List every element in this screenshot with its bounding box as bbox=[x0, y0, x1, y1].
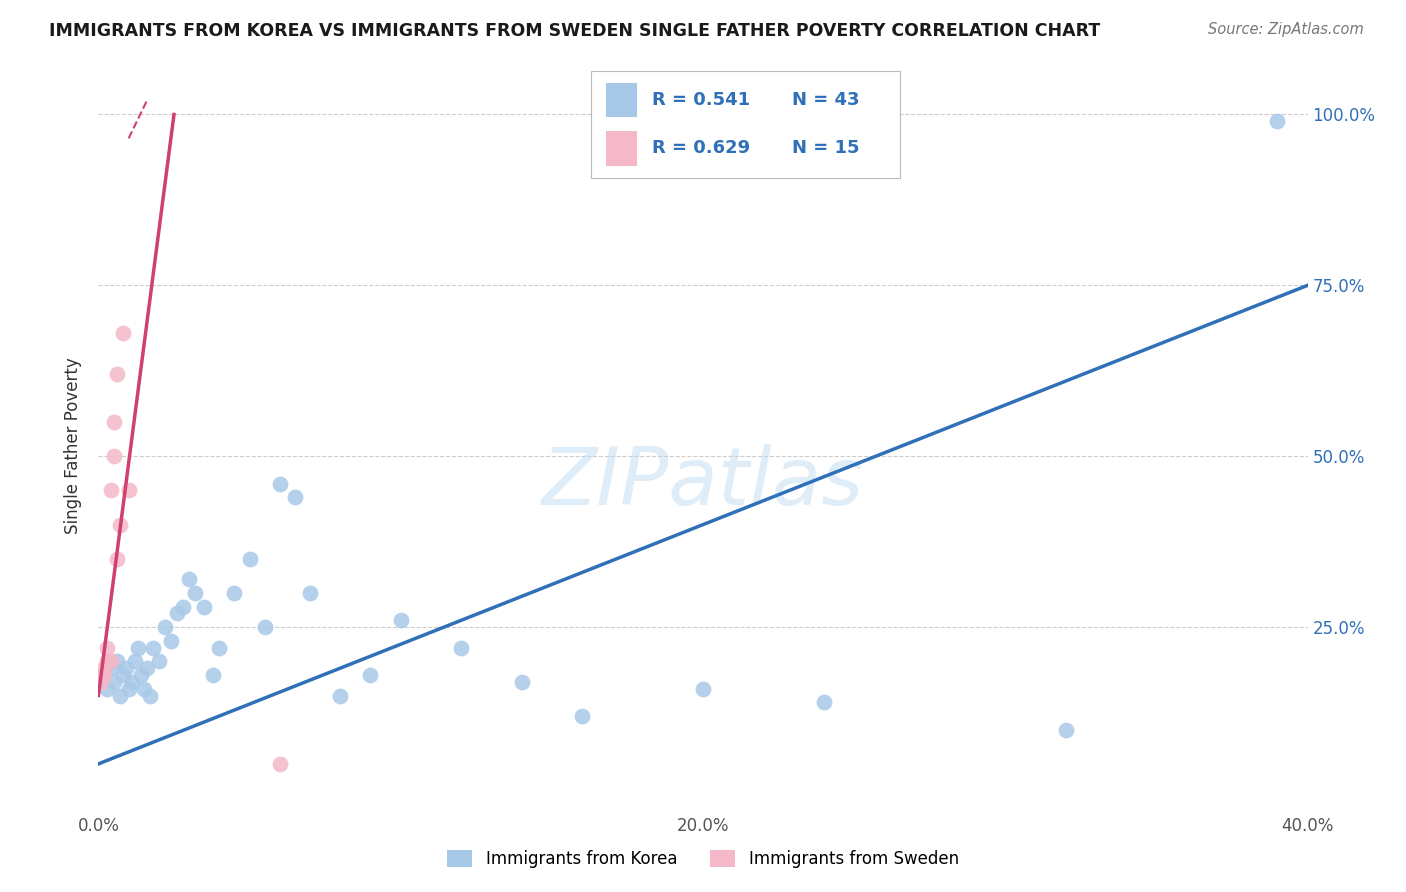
FancyBboxPatch shape bbox=[591, 71, 900, 178]
Point bbox=[105, 368, 128, 382]
Point bbox=[692, 681, 714, 696]
Point bbox=[142, 640, 165, 655]
Point bbox=[129, 668, 152, 682]
Point bbox=[160, 633, 183, 648]
Text: N = 15: N = 15 bbox=[792, 139, 859, 157]
FancyBboxPatch shape bbox=[606, 131, 637, 166]
Point bbox=[172, 599, 194, 614]
Text: R = 0.541: R = 0.541 bbox=[652, 91, 751, 109]
Text: Source: ZipAtlas.com: Source: ZipAtlas.com bbox=[1208, 22, 1364, 37]
Point bbox=[100, 483, 122, 498]
Point bbox=[329, 689, 352, 703]
Point bbox=[139, 689, 162, 703]
Point bbox=[208, 640, 231, 655]
Point bbox=[118, 681, 141, 696]
Point bbox=[96, 654, 118, 668]
Y-axis label: Single Father Poverty: Single Father Poverty bbox=[65, 358, 83, 534]
Legend: Immigrants from Korea, Immigrants from Sweden: Immigrants from Korea, Immigrants from S… bbox=[440, 843, 966, 875]
Point bbox=[389, 613, 412, 627]
Point bbox=[253, 620, 276, 634]
Point bbox=[1267, 114, 1289, 128]
Point bbox=[148, 654, 170, 668]
Point bbox=[202, 668, 225, 682]
Point bbox=[93, 668, 115, 682]
Point bbox=[103, 415, 125, 429]
Point bbox=[93, 668, 115, 682]
Point bbox=[510, 674, 533, 689]
Point bbox=[193, 599, 215, 614]
Point bbox=[103, 449, 125, 463]
Text: ZIPatlas: ZIPatlas bbox=[541, 443, 865, 522]
Point bbox=[96, 640, 118, 655]
Point bbox=[179, 572, 201, 586]
Point bbox=[124, 654, 146, 668]
Point bbox=[269, 476, 291, 491]
Text: R = 0.629: R = 0.629 bbox=[652, 139, 751, 157]
FancyBboxPatch shape bbox=[606, 83, 637, 118]
Point bbox=[100, 661, 122, 675]
Point bbox=[166, 607, 188, 621]
Text: N = 43: N = 43 bbox=[792, 91, 859, 109]
Point bbox=[93, 661, 115, 675]
Point bbox=[103, 674, 125, 689]
Point bbox=[360, 668, 382, 682]
Point bbox=[121, 674, 143, 689]
Point bbox=[239, 551, 262, 566]
Point bbox=[1054, 723, 1077, 737]
Point bbox=[184, 586, 207, 600]
Point bbox=[118, 483, 141, 498]
Point bbox=[127, 640, 149, 655]
Point bbox=[96, 681, 118, 696]
Point bbox=[111, 326, 134, 341]
Point bbox=[132, 681, 155, 696]
Point bbox=[90, 674, 112, 689]
Text: IMMIGRANTS FROM KOREA VS IMMIGRANTS FROM SWEDEN SINGLE FATHER POVERTY CORRELATIO: IMMIGRANTS FROM KOREA VS IMMIGRANTS FROM… bbox=[49, 22, 1101, 40]
Point bbox=[284, 490, 307, 504]
Point bbox=[105, 551, 128, 566]
Point bbox=[299, 586, 322, 600]
Point bbox=[105, 654, 128, 668]
Point bbox=[450, 640, 472, 655]
Point bbox=[269, 756, 291, 771]
Point bbox=[100, 654, 122, 668]
Point bbox=[153, 620, 176, 634]
Point bbox=[135, 661, 157, 675]
Point bbox=[813, 695, 835, 709]
Point bbox=[571, 709, 593, 723]
Point bbox=[108, 517, 131, 532]
Point bbox=[108, 689, 131, 703]
Point bbox=[114, 661, 136, 675]
Point bbox=[111, 668, 134, 682]
Point bbox=[224, 586, 246, 600]
